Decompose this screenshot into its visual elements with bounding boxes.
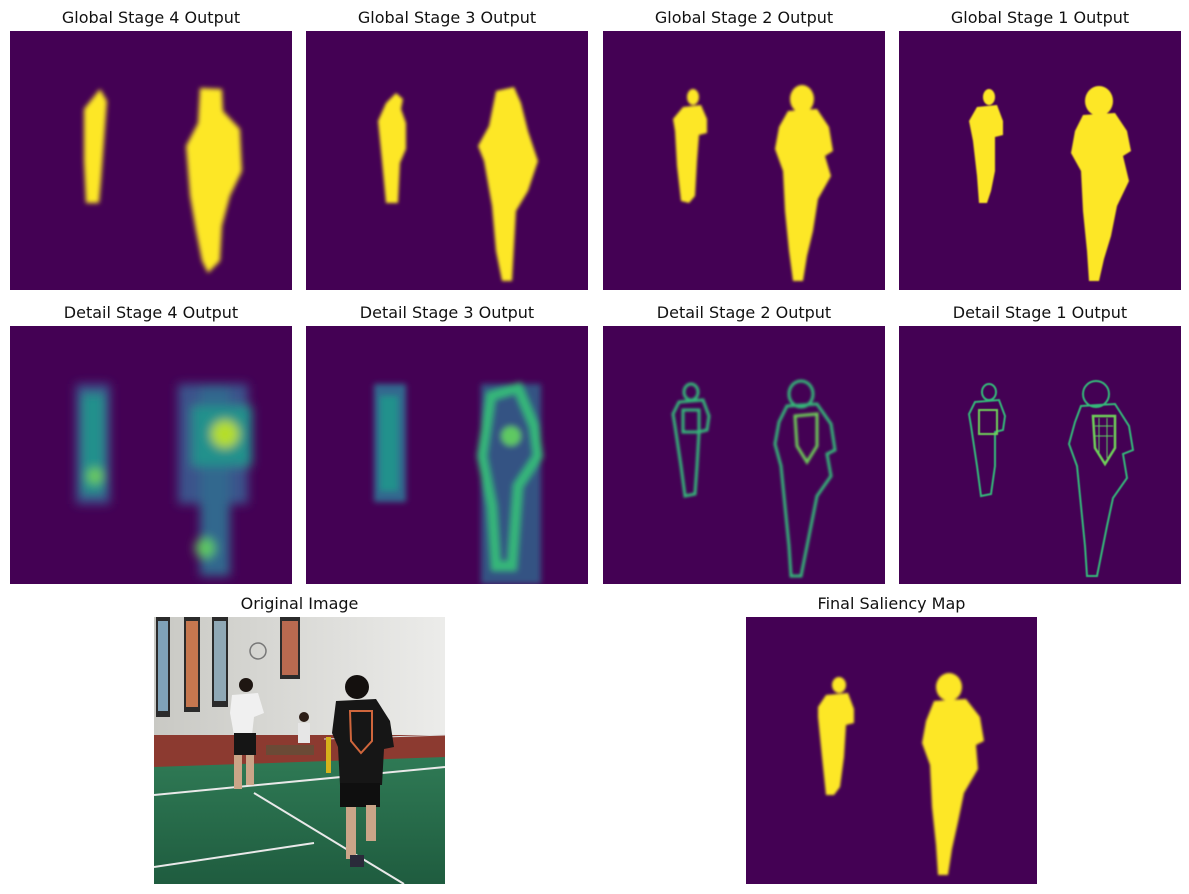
detail-stage-1-map [899, 326, 1181, 584]
detail-stage-1-panel: Detail Stage 1 Output [899, 303, 1181, 584]
final-saliency-title: Final Saliency Map [817, 594, 966, 613]
global-stage-2-title: Global Stage 2 Output [654, 8, 834, 27]
global-stage-1-panel: Global Stage 1 Output [899, 8, 1181, 290]
detail-stage-3-map [306, 326, 588, 584]
detail-stage-4-map [10, 326, 292, 584]
global-stage-1-map [899, 31, 1181, 290]
global-stage-4-panel: Global Stage 4 Output [10, 8, 292, 290]
global-stage-3-panel: Global Stage 3 Output [306, 8, 588, 290]
original-image-panel: Original Image [154, 594, 445, 884]
detail-stage-4-panel: Detail Stage 4 Output [10, 303, 292, 584]
detail-stage-3-title: Detail Stage 3 Output [359, 303, 535, 322]
global-stage-3-map [306, 31, 588, 290]
global-stage-1-title: Global Stage 1 Output [950, 8, 1130, 27]
original-image-title: Original Image [240, 594, 359, 613]
detail-stage-2-title: Detail Stage 2 Output [656, 303, 832, 322]
original-photo [154, 617, 445, 884]
final-saliency-panel: Final Saliency Map [746, 594, 1037, 884]
global-stage-3-title: Global Stage 3 Output [357, 8, 537, 27]
global-stage-2-map [603, 31, 885, 290]
detail-stage-3-panel: Detail Stage 3 Output [306, 303, 588, 584]
global-stage-4-title: Global Stage 4 Output [61, 8, 241, 27]
detail-stage-2-panel: Detail Stage 2 Output [603, 303, 885, 584]
detail-stage-4-title: Detail Stage 4 Output [63, 303, 239, 322]
global-stage-2-panel: Global Stage 2 Output [603, 8, 885, 290]
detail-stage-2-map [603, 326, 885, 584]
detail-stage-1-title: Detail Stage 1 Output [952, 303, 1128, 322]
final-saliency-map [746, 617, 1037, 884]
global-stage-4-map [10, 31, 292, 290]
